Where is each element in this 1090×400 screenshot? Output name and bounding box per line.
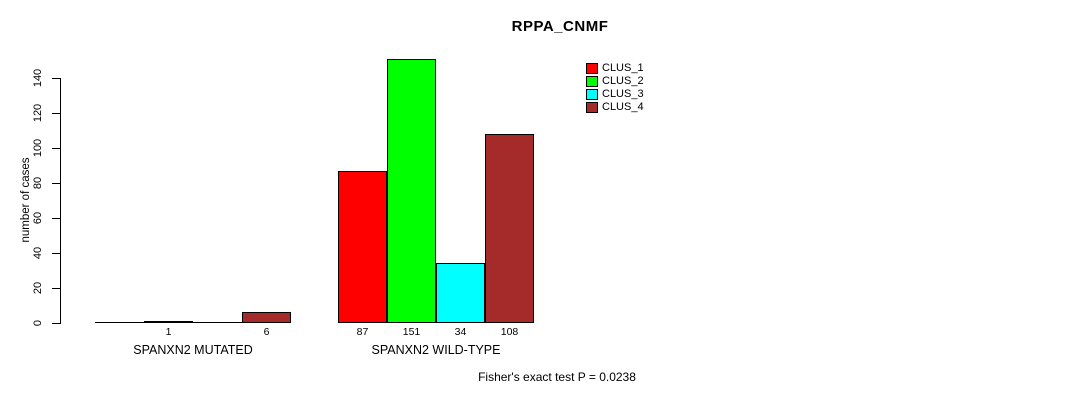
bar-spanxn2-mutated-clus-4 [242, 312, 291, 323]
legend-swatch-icon [586, 63, 598, 74]
legend-label: CLUS_4 [602, 101, 644, 113]
legend-swatch-icon [586, 76, 598, 87]
bar-spanxn2-mutated-clus-1 [95, 322, 144, 323]
y-axis-tick [52, 113, 60, 114]
y-axis-tick-label: 0 [32, 319, 44, 327]
legend-entry-clus-2: CLUS_2 [586, 75, 644, 88]
category-label-spanxn2-wild-type: SPANXN2 WILD-TYPE [371, 343, 501, 357]
legend-swatch-icon [586, 89, 598, 100]
y-axis-tick [52, 253, 60, 254]
y-axis-tick [52, 288, 60, 289]
y-axis-tick [52, 148, 60, 149]
y-axis-tick-label: 60 [32, 211, 44, 225]
bar-value-labels-spanxn2-wild-type: 87 151 34 108 [338, 326, 534, 338]
bar-value-label: 1 [165, 326, 172, 338]
legend-swatch-icon [586, 102, 598, 113]
stat-note: Fisher's exact test P = 0.0238 [478, 370, 636, 384]
chart-title: RPPA_CNMF [511, 18, 609, 35]
y-axis-tick [52, 183, 60, 184]
bar-value-label: 151 [402, 326, 421, 338]
legend: CLUS_1 CLUS_2 CLUS_3 CLUS_4 [586, 62, 644, 114]
y-axis-tick-label: 100 [32, 138, 44, 158]
bar-group-spanxn2-wild-type [338, 0, 534, 323]
y-axis-title: number of cases [20, 157, 32, 243]
bar-value-label [95, 326, 144, 338]
legend-entry-clus-1: CLUS_1 [586, 62, 644, 75]
y-axis-tick-label: 80 [32, 176, 44, 190]
y-axis-tick [52, 218, 60, 219]
legend-entry-clus-3: CLUS_3 [586, 88, 644, 101]
y-axis-tick [52, 323, 60, 324]
bar-group-spanxn2-mutated [95, 0, 291, 323]
y-axis-line [60, 78, 61, 324]
bar-value-label: 87 [356, 326, 369, 338]
bar-spanxn2-wild-type-clus-4 [485, 134, 534, 323]
bar-spanxn2-wild-type-clus-1 [338, 171, 387, 323]
y-axis-tick [52, 78, 60, 79]
y-axis-tick-label: 40 [32, 246, 44, 260]
bar-value-label: 34 [454, 326, 467, 338]
category-label-spanxn2-mutated: SPANXN2 MUTATED [133, 343, 253, 357]
legend-label: CLUS_3 [602, 88, 644, 100]
legend-label: CLUS_2 [602, 75, 644, 87]
legend-entry-clus-4: CLUS_4 [586, 101, 644, 114]
bar-spanxn2-mutated-clus-3 [193, 322, 242, 323]
bar-spanxn2-wild-type-clus-2 [387, 59, 436, 323]
legend-label: CLUS_1 [602, 62, 644, 74]
y-axis-tick-label: 120 [32, 103, 44, 123]
bar-spanxn2-wild-type-clus-3 [436, 263, 485, 323]
y-axis-tick-label: 140 [32, 68, 44, 88]
bar-value-label [193, 326, 242, 338]
bar-value-label: 6 [263, 326, 270, 338]
bar-spanxn2-mutated-clus-2 [144, 321, 193, 323]
bar-value-label: 108 [500, 326, 519, 338]
y-axis-tick-label: 20 [32, 281, 44, 295]
